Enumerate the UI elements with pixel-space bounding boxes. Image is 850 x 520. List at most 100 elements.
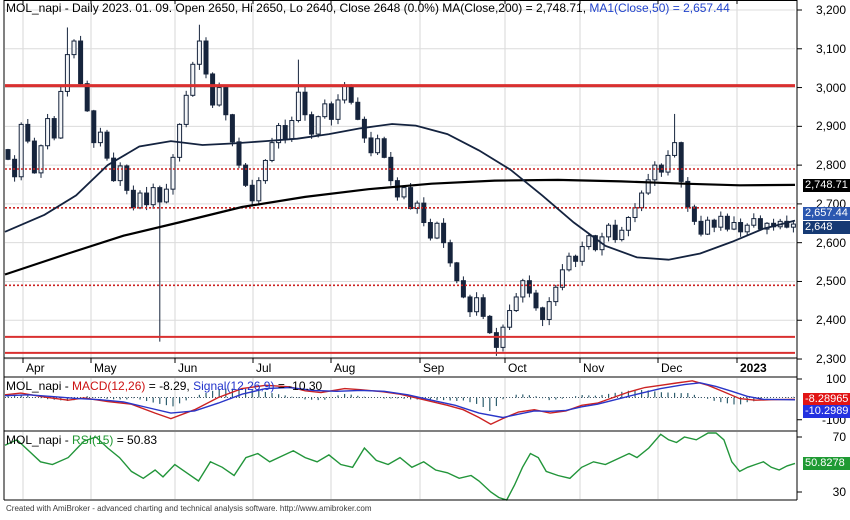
candle-body xyxy=(731,222,737,230)
candle-body xyxy=(480,297,486,317)
y-axis-label: 2,500 xyxy=(815,274,846,289)
y-axis-label: 2,400 xyxy=(815,313,846,328)
candle-body xyxy=(738,222,744,233)
candle-body xyxy=(546,301,552,320)
candle-body xyxy=(678,142,684,182)
candle-body xyxy=(573,255,579,262)
candle-body xyxy=(533,292,539,309)
candle-body xyxy=(540,307,546,320)
candle-body xyxy=(454,262,460,282)
x-axis-month-label: Dec xyxy=(661,361,683,375)
candle-body xyxy=(12,158,18,178)
value-badge: -8.28965 xyxy=(803,392,850,406)
title-segment: Signal(12,26,9) xyxy=(193,379,275,393)
candle-body xyxy=(78,40,84,85)
candle-body xyxy=(401,187,407,198)
candle-body xyxy=(672,142,678,156)
candle-body xyxy=(375,138,381,154)
ma200-line[interactable] xyxy=(4,178,796,276)
candle-body xyxy=(639,192,645,209)
candle-body xyxy=(526,280,532,294)
candle-body xyxy=(586,235,592,248)
y-axis-label: 30 xyxy=(832,485,846,499)
value-badge: -10.2989 xyxy=(803,405,850,419)
ma50-line[interactable] xyxy=(4,123,796,261)
candle-body xyxy=(421,202,427,224)
candle-body xyxy=(58,90,64,139)
candle-body xyxy=(84,83,90,112)
candle-body xyxy=(163,188,169,203)
candle-body xyxy=(203,40,209,75)
candle-body xyxy=(51,118,57,139)
candle-body xyxy=(45,118,51,147)
x-axis-month-label: Nov xyxy=(583,361,605,375)
candle-body xyxy=(256,180,262,202)
candle-body xyxy=(249,184,255,202)
macd-line[interactable] xyxy=(4,380,796,425)
candle-body xyxy=(71,40,77,56)
candle-body xyxy=(18,123,24,178)
candle-body xyxy=(632,207,638,218)
candle-body xyxy=(744,224,750,233)
candle-body xyxy=(177,123,183,158)
candle-body xyxy=(691,206,697,222)
candle-body xyxy=(698,220,704,235)
candle-body xyxy=(322,103,328,118)
candle-body xyxy=(104,131,110,159)
candle-body xyxy=(216,87,222,106)
candle-body xyxy=(342,85,348,101)
candle-body xyxy=(262,159,268,182)
value-badge: 2,648 xyxy=(803,220,850,234)
y-axis-label: 2,300 xyxy=(815,352,846,367)
candle-body xyxy=(460,280,466,298)
candle-body xyxy=(685,180,691,208)
candle-body xyxy=(566,255,572,271)
candle-body xyxy=(513,296,519,312)
candle-body xyxy=(117,165,123,182)
value-badge: 2,748.71 xyxy=(803,178,850,192)
x-axis-month-label: Aug xyxy=(334,361,356,375)
candle-body xyxy=(137,192,143,209)
candle-body xyxy=(718,215,724,228)
candle-body xyxy=(190,63,196,96)
candle-body xyxy=(625,216,631,231)
candle-body xyxy=(243,164,249,186)
candle-body xyxy=(665,154,671,173)
y-axis-label: 2,800 xyxy=(815,158,846,173)
y-axis-label: 3,100 xyxy=(815,41,846,56)
footer-credit: Created with AmiBroker - advanced charti… xyxy=(6,504,372,513)
candle-body xyxy=(619,229,625,241)
rsi-panel-title: MOL_napi - RSI(15) = 50.83 xyxy=(6,433,157,447)
price-panel-title: MOL_napi - Daily 2023. 01. 09. Open 2650… xyxy=(6,1,730,15)
y-axis-label: 3,200 xyxy=(815,3,846,17)
candle-body xyxy=(309,114,315,135)
rsi-line[interactable] xyxy=(4,432,796,501)
x-axis-month-label: May xyxy=(94,361,117,375)
candle-body xyxy=(368,137,374,154)
candle-body xyxy=(348,85,354,103)
title-segment: = 50.83 xyxy=(113,433,158,447)
macd-signal-line[interactable] xyxy=(4,382,796,419)
title-segment: = -8.29, xyxy=(145,379,194,393)
candle-body xyxy=(427,222,433,239)
candle-body xyxy=(5,149,11,160)
y-axis-label: 2,900 xyxy=(815,119,846,134)
candle-body xyxy=(724,215,730,230)
candle-body xyxy=(335,99,341,120)
candle-body xyxy=(784,220,790,228)
value-badge: 2,657.44 xyxy=(803,206,850,220)
title-segment: MOL_napi - xyxy=(6,433,73,447)
candle-body xyxy=(289,120,295,140)
y-axis-label: 100 xyxy=(825,372,846,386)
x-axis-month-label: Jun xyxy=(178,361,198,375)
candle-body xyxy=(652,164,658,181)
candle-body xyxy=(467,296,473,313)
x-axis-month-label: Jul xyxy=(256,361,272,375)
x-axis-month-label: Sep xyxy=(423,361,445,375)
candle-body xyxy=(474,297,480,313)
title-segment: MOL_napi - xyxy=(6,379,73,393)
candle-body xyxy=(196,40,202,65)
candle-body xyxy=(315,116,321,135)
candle-body xyxy=(612,224,618,241)
